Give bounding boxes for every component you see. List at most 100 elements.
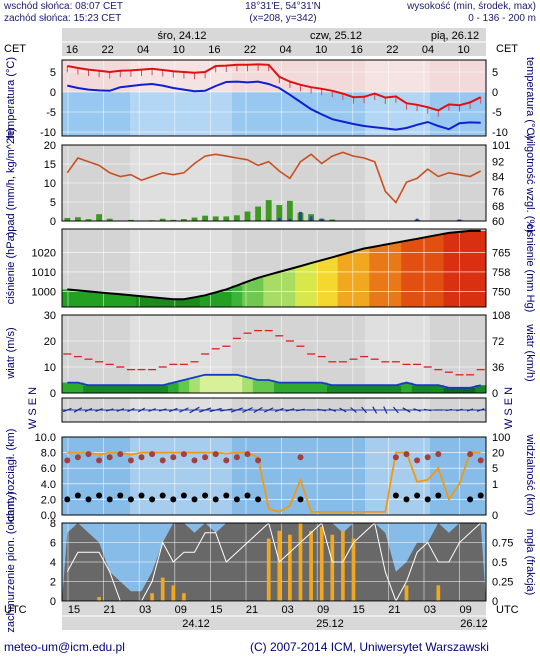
bottom-tz-right: UTC	[496, 604, 519, 616]
copyright-text: (C) 2007-2014 ICM, Uniwersytet Warszawsk…	[250, 640, 489, 654]
wind-speed-column	[327, 385, 339, 393]
bottom-hour-label: 21	[246, 604, 258, 616]
humidity-tick-right: 92	[492, 157, 504, 169]
fog-bar	[436, 585, 441, 601]
panel-frame	[61, 228, 487, 308]
precipitation-panel: 20 15 10 5 0 101 92 84 76 68 60	[44, 140, 511, 228]
wind-speed-column	[443, 387, 455, 393]
top-tz-right: CET	[496, 43, 518, 55]
wind-speed-column	[348, 385, 360, 393]
snow-bar	[288, 218, 292, 221]
wind-arrow	[296, 408, 305, 412]
wind-tick-right: 72	[492, 336, 504, 348]
fog-bar	[330, 534, 335, 601]
wind-label-left: wiatr (m/s)	[5, 327, 17, 379]
lowcloud-tick-left: 0	[50, 596, 56, 608]
pressure-column	[348, 251, 360, 307]
panel-frame	[61, 314, 487, 394]
fog-bar	[171, 585, 176, 601]
fog-label-right: mgła (frakcja)	[524, 529, 536, 596]
panel-frame	[61, 397, 487, 423]
pressure-label-right: ciśnienie (mm Hg)	[524, 224, 536, 313]
fog-bar	[341, 530, 345, 601]
pressure-tick-left: 1000	[32, 286, 56, 298]
top-hour-label: 16	[351, 44, 363, 56]
wind-speed-column	[83, 385, 95, 393]
wind-speed-column	[464, 387, 476, 393]
wind-arrow	[274, 407, 284, 413]
visibility-tick-right: 5	[492, 463, 498, 475]
pressure-column	[380, 244, 392, 307]
cloud-label-left: chm. rozciągł. (km)	[5, 429, 17, 522]
pressure-column	[284, 268, 296, 307]
top-hour-label: 10	[315, 44, 327, 56]
wind-speed-column	[252, 380, 264, 393]
fog-tick-right: 0.75	[492, 538, 513, 550]
daylight-band	[365, 315, 430, 393]
cloud-tick-left: 2.0	[41, 494, 56, 506]
rain-bar	[96, 214, 103, 221]
wind-arrow	[105, 408, 114, 412]
bottom-date-2: 25.12	[316, 618, 344, 630]
snow-bar	[458, 219, 461, 221]
temp-tick-left: -5	[46, 107, 56, 119]
pressure-panel: 1020 1010 1000 765 758 750	[32, 228, 510, 308]
lowcloud-tick-left: 8	[50, 518, 56, 530]
temp-tick-right: -10	[492, 127, 508, 139]
cloud-top-dot	[74, 454, 81, 461]
wind-speed-column	[305, 382, 317, 393]
wind-speed-column	[422, 385, 434, 393]
fog-tick-right: 0.5	[492, 557, 507, 569]
rain-bar	[85, 219, 92, 221]
pressure-tick-left: 1010	[32, 267, 56, 279]
fog-tick-right: 0	[492, 596, 498, 608]
cloud-top-dot	[467, 451, 474, 458]
top-hour-label: 10	[457, 44, 469, 56]
cloud-base-dot	[180, 492, 187, 499]
wind-speed-column	[358, 385, 370, 393]
wind-tick-left: 20	[44, 336, 56, 348]
cloud-base-dot	[212, 496, 219, 503]
wind-arrow	[445, 408, 453, 412]
visibility-tick-right: 20	[492, 448, 504, 460]
rain-bar	[64, 217, 71, 221]
cloud-top-dot	[435, 451, 442, 458]
bottom-hour-label: 09	[459, 604, 471, 616]
cloud-base-dot	[403, 496, 410, 503]
cloud-top-dot	[127, 457, 134, 464]
wind-speed-column	[199, 374, 211, 393]
pressure-column	[199, 295, 211, 307]
wind-arrow	[392, 406, 399, 414]
fog-bar	[182, 593, 186, 601]
cloud-top-dot	[244, 451, 251, 458]
pressure-tick-right: 765	[492, 247, 510, 259]
fog-bar	[160, 577, 165, 601]
cloud-top-dot	[297, 454, 304, 461]
rain-bar	[127, 219, 134, 221]
wind-arrow	[361, 406, 368, 414]
snow-bar	[267, 219, 271, 221]
pressure-column	[157, 298, 169, 307]
wind-speed-column	[231, 374, 243, 393]
contact-email[interactable]: meteo-um@icm.edu.pl	[4, 640, 125, 654]
cloud-base-dot	[106, 496, 113, 503]
pressure-tick-right: 750	[492, 286, 510, 298]
wind-direction-panel	[61, 397, 487, 423]
cloud-top-dot	[477, 457, 484, 464]
wind-speed-column	[284, 382, 296, 393]
pressure-column	[62, 289, 74, 307]
winddir-label-left: W S E N	[27, 387, 39, 429]
wind-speed-column	[369, 385, 381, 393]
dew-point-line	[67, 80, 481, 131]
cloud-top-dot	[424, 454, 431, 461]
temp-tick-left: 0	[50, 87, 56, 99]
wind-speed-column	[454, 387, 466, 393]
cloud-base-dot	[467, 496, 474, 503]
fog-bar	[404, 585, 409, 601]
cloud-base-dot	[392, 492, 399, 499]
pressure-column	[72, 290, 84, 307]
cloud-top-dot	[202, 454, 209, 461]
wind-speed-column	[115, 385, 127, 393]
below-zero-bg	[62, 92, 486, 136]
